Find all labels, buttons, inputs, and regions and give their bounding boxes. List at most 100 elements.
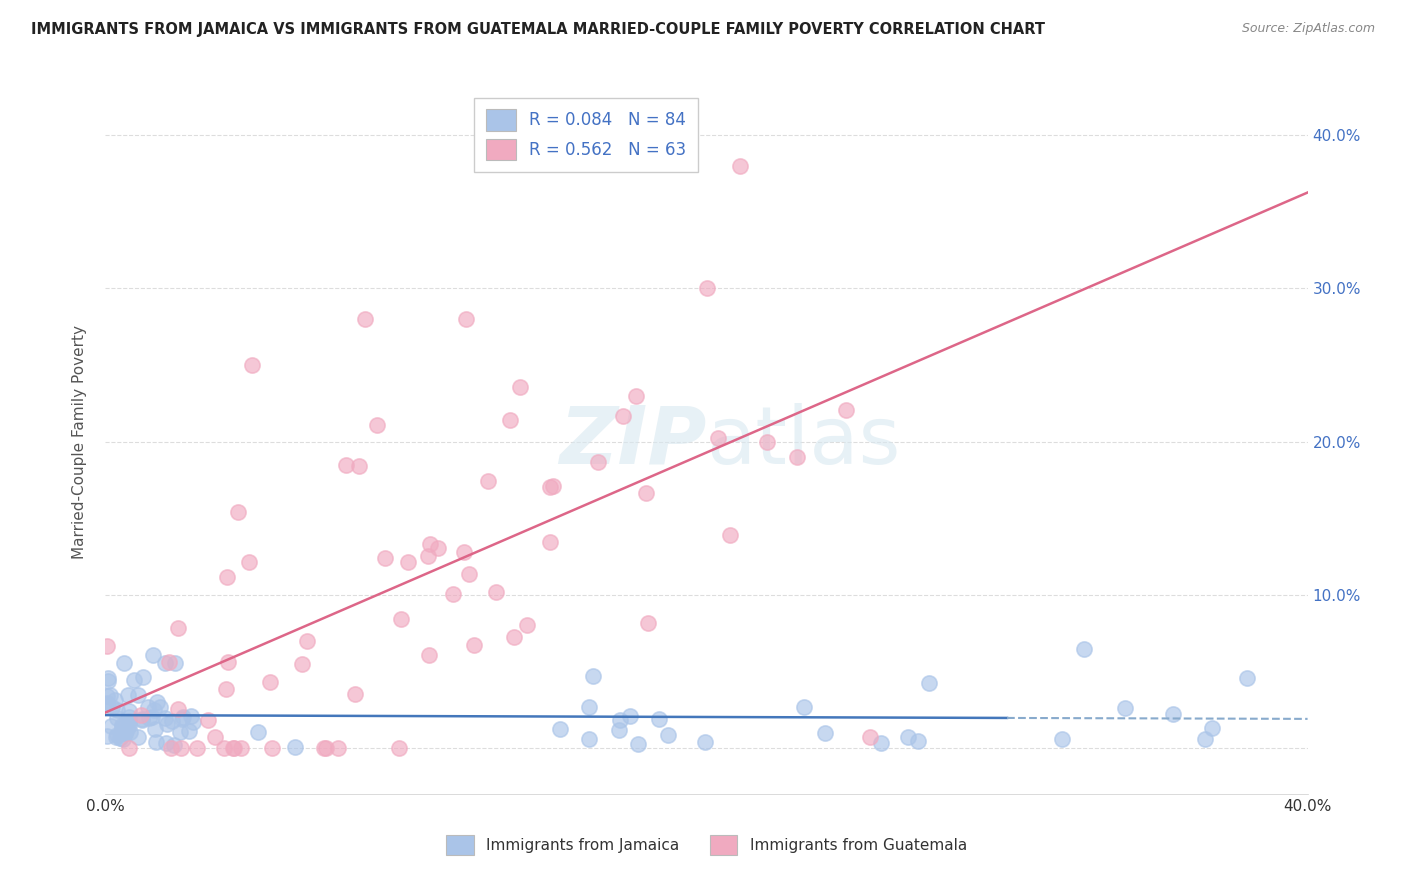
Point [582,668,605,682]
Point [105,703,128,717]
Point [167,701,190,715]
Point [96,639,118,653]
Point [97,673,120,688]
Point [578,731,600,746]
Point [127,730,149,744]
Point [366,417,388,432]
Point [419,537,441,551]
Point [441,587,464,601]
Point [167,621,190,635]
Point [586,455,609,469]
Y-axis label: Married-Couple Family Poverty: Married-Couple Family Poverty [72,325,87,558]
Point [217,655,239,669]
Point [138,700,160,714]
Point [793,700,815,714]
Point [108,731,131,746]
Point [131,712,153,726]
Point [1050,731,1073,746]
Point [637,615,659,630]
Point [238,556,260,570]
Point [138,711,160,725]
Point [260,740,283,755]
Point [221,740,243,755]
Point [141,710,163,724]
Point [111,725,134,739]
Point [226,504,249,518]
Point [222,740,245,755]
Point [105,731,128,745]
Point [456,312,478,326]
Point [98,689,121,703]
Point [1194,731,1216,746]
Point [538,535,561,549]
Point [177,724,200,739]
Point [314,740,336,755]
Point [693,735,716,749]
Point [142,703,165,717]
Point [170,712,193,726]
Point [388,740,411,755]
Point [96,689,118,703]
Point [114,715,136,730]
Point [648,712,671,726]
Point [143,722,166,736]
Point [155,736,177,750]
Point [247,724,270,739]
Point [619,709,641,723]
Point [548,723,571,737]
Point [626,389,648,403]
Point [706,431,728,445]
Point [100,699,122,714]
Point [231,740,253,755]
Point [153,711,176,725]
Point [145,695,167,709]
Point [538,480,561,494]
Point [578,700,600,714]
Point [477,475,499,489]
Point [118,725,141,739]
Point [1161,706,1184,721]
Point [609,723,631,738]
Point [160,740,183,755]
Point [609,714,631,728]
Point [118,704,141,718]
Point [657,728,679,742]
Point [117,688,139,702]
Point [418,549,440,564]
Point [156,716,179,731]
Point [149,699,172,714]
Point [186,740,208,755]
Point [374,550,396,565]
Point [114,726,136,740]
Point [335,458,357,472]
Point [755,434,778,449]
Point [328,740,350,755]
Point [118,710,141,724]
Point [165,656,187,670]
Point [1201,721,1223,735]
Point [197,713,219,727]
Point [870,736,893,750]
Point [96,696,118,710]
Point [291,657,314,672]
Point [114,726,136,740]
Point [122,673,145,687]
Point [259,675,281,690]
Point [297,634,319,648]
Point [104,693,127,707]
Point [1114,700,1136,714]
Point [96,698,118,712]
Point [396,555,419,569]
Point [612,409,634,424]
Point [145,734,167,748]
Point [427,541,450,555]
Text: Source: ZipAtlas.com: Source: ZipAtlas.com [1241,22,1375,36]
Point [516,617,538,632]
Point [163,738,186,752]
Point [169,725,191,739]
Point [389,612,412,626]
Legend: Immigrants from Jamaica, Immigrants from Guatemala: Immigrants from Jamaica, Immigrants from… [437,826,976,863]
Point [718,527,741,541]
Point [118,740,141,755]
Point [157,655,180,669]
